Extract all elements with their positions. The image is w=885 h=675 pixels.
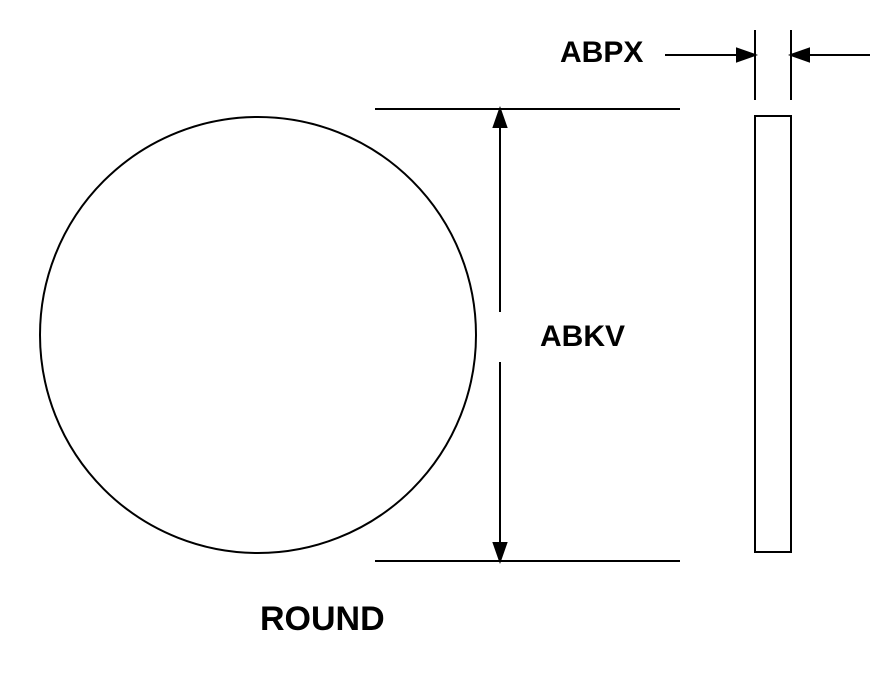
dimension-label-thickness: ABPX <box>560 36 643 70</box>
front-view-circle <box>40 117 476 553</box>
shape-title: ROUND <box>260 600 385 639</box>
diagram-svg <box>0 0 885 675</box>
side-view-rect <box>755 116 791 552</box>
diagram-stage: ROUND ABKV ABPX <box>0 0 885 675</box>
dimension-label-diameter: ABKV <box>540 320 625 354</box>
